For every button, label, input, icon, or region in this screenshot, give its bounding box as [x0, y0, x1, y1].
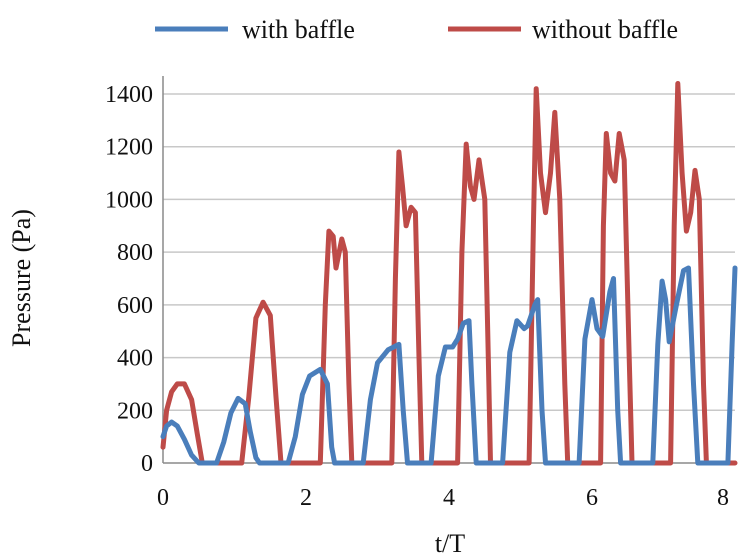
y-tick-label-200: 200	[117, 398, 153, 424]
y-tick-label-1000: 1000	[105, 187, 153, 213]
x-tick-label-6: 6	[586, 485, 598, 511]
tick-labels: 0 200 400 600 800 1000 1200 1400 0 2 4 6 8	[105, 82, 729, 511]
y-axis-title: Pressure (Pa)	[7, 209, 36, 347]
y-tick-label-1400: 1400	[105, 82, 153, 108]
x-axis-title: t/T	[435, 529, 465, 555]
x-tick-label-8: 8	[717, 485, 729, 511]
legend-label-with-baffle: with baffle	[242, 15, 355, 44]
legend-label-without-baffle: without baffle	[532, 15, 678, 44]
y-tick-label-600: 600	[117, 293, 153, 319]
y-tick-label-800: 800	[117, 240, 153, 266]
series-line-without-baffle	[160, 81, 738, 466]
y-tick-label-1200: 1200	[105, 135, 153, 161]
x-tick-label-4: 4	[443, 485, 455, 511]
series-line-with-baffle	[160, 265, 738, 466]
x-tick-label-0: 0	[157, 485, 169, 511]
series-layer	[160, 81, 738, 466]
x-tick-label-2: 2	[300, 485, 312, 511]
legend: with baffle without baffle	[155, 15, 678, 44]
y-tick-label-400: 400	[117, 346, 153, 372]
y-tick-label-0: 0	[141, 451, 153, 477]
